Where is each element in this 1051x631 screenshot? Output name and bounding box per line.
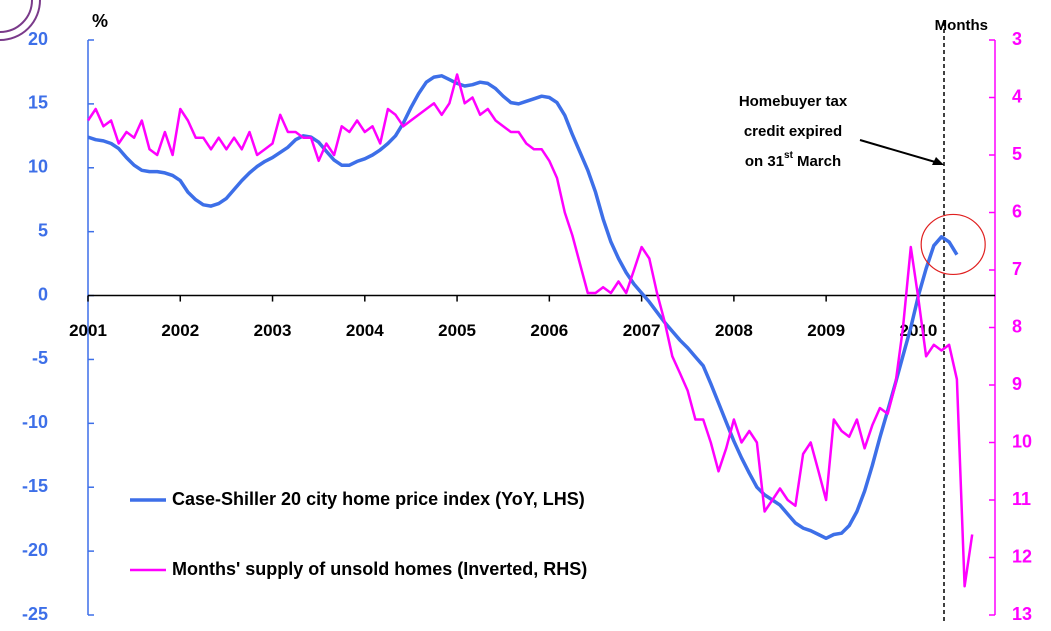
x-tick-label: 2007 — [623, 321, 661, 340]
annotation: on 31 — [745, 153, 784, 170]
data-line — [87, 74, 959, 541]
y2-tick-label: 9 — [1012, 374, 1022, 394]
y2-tick-label: 4 — [1012, 86, 1022, 106]
y-tick-label: -20 — [22, 540, 48, 560]
y-tick-label: 10 — [28, 157, 48, 177]
annotation: credit expired — [744, 123, 842, 140]
x-tick-label: 2010 — [900, 321, 938, 340]
y2-axis-label: Months — [935, 17, 988, 34]
y-tick-label: -25 — [22, 604, 48, 624]
x-tick-label: 2002 — [161, 321, 199, 340]
y2-tick-label: 11 — [1012, 489, 1031, 509]
annotation: March — [797, 153, 841, 170]
y-tick-label: 5 — [38, 220, 48, 240]
arrow-head — [932, 157, 944, 165]
y2-tick-label: 10 — [1012, 431, 1032, 451]
annotation-arrow — [859, 139, 943, 165]
legend-label: Months' supply of unsold homes (Inverted… — [172, 559, 587, 579]
y2-tick-label: 7 — [1012, 259, 1022, 279]
annotation: Homebuyer tax — [739, 93, 848, 110]
y-tick-label: 20 — [28, 29, 48, 49]
x-tick-label: 2009 — [807, 321, 845, 340]
y-axis-label: % — [92, 11, 108, 31]
x-tick-label: 2003 — [254, 321, 292, 340]
x-tick-label: 2001 — [69, 321, 107, 340]
x-tick-label: 2005 — [438, 321, 476, 340]
y-tick-label: -10 — [22, 412, 48, 432]
y2-tick-label: 13 — [1012, 604, 1032, 624]
annotation: on 31st March — [745, 150, 841, 170]
annotation: st — [784, 150, 794, 161]
x-tick-label: 2004 — [346, 321, 384, 340]
y-tick-label: -15 — [22, 476, 48, 496]
logo-arc — [0, 0, 33, 33]
logo-arc — [0, 0, 41, 41]
y-tick-label: -5 — [32, 348, 48, 368]
x-tick-label: 2006 — [530, 321, 568, 340]
highlight-circle — [920, 213, 986, 276]
y2-tick-label: 8 — [1012, 316, 1022, 336]
y2-tick-label: 5 — [1012, 144, 1022, 164]
x-tick-label: 2008 — [715, 321, 753, 340]
y2-tick-label: 12 — [1012, 546, 1032, 566]
y-tick-label: 0 — [38, 284, 48, 304]
legend-label: Case-Shiller 20 city home price index (Y… — [172, 489, 585, 509]
y-tick-label: 15 — [28, 93, 48, 113]
data-line — [86, 73, 974, 588]
y2-tick-label: 3 — [1012, 29, 1022, 49]
y2-tick-label: 6 — [1012, 201, 1022, 221]
